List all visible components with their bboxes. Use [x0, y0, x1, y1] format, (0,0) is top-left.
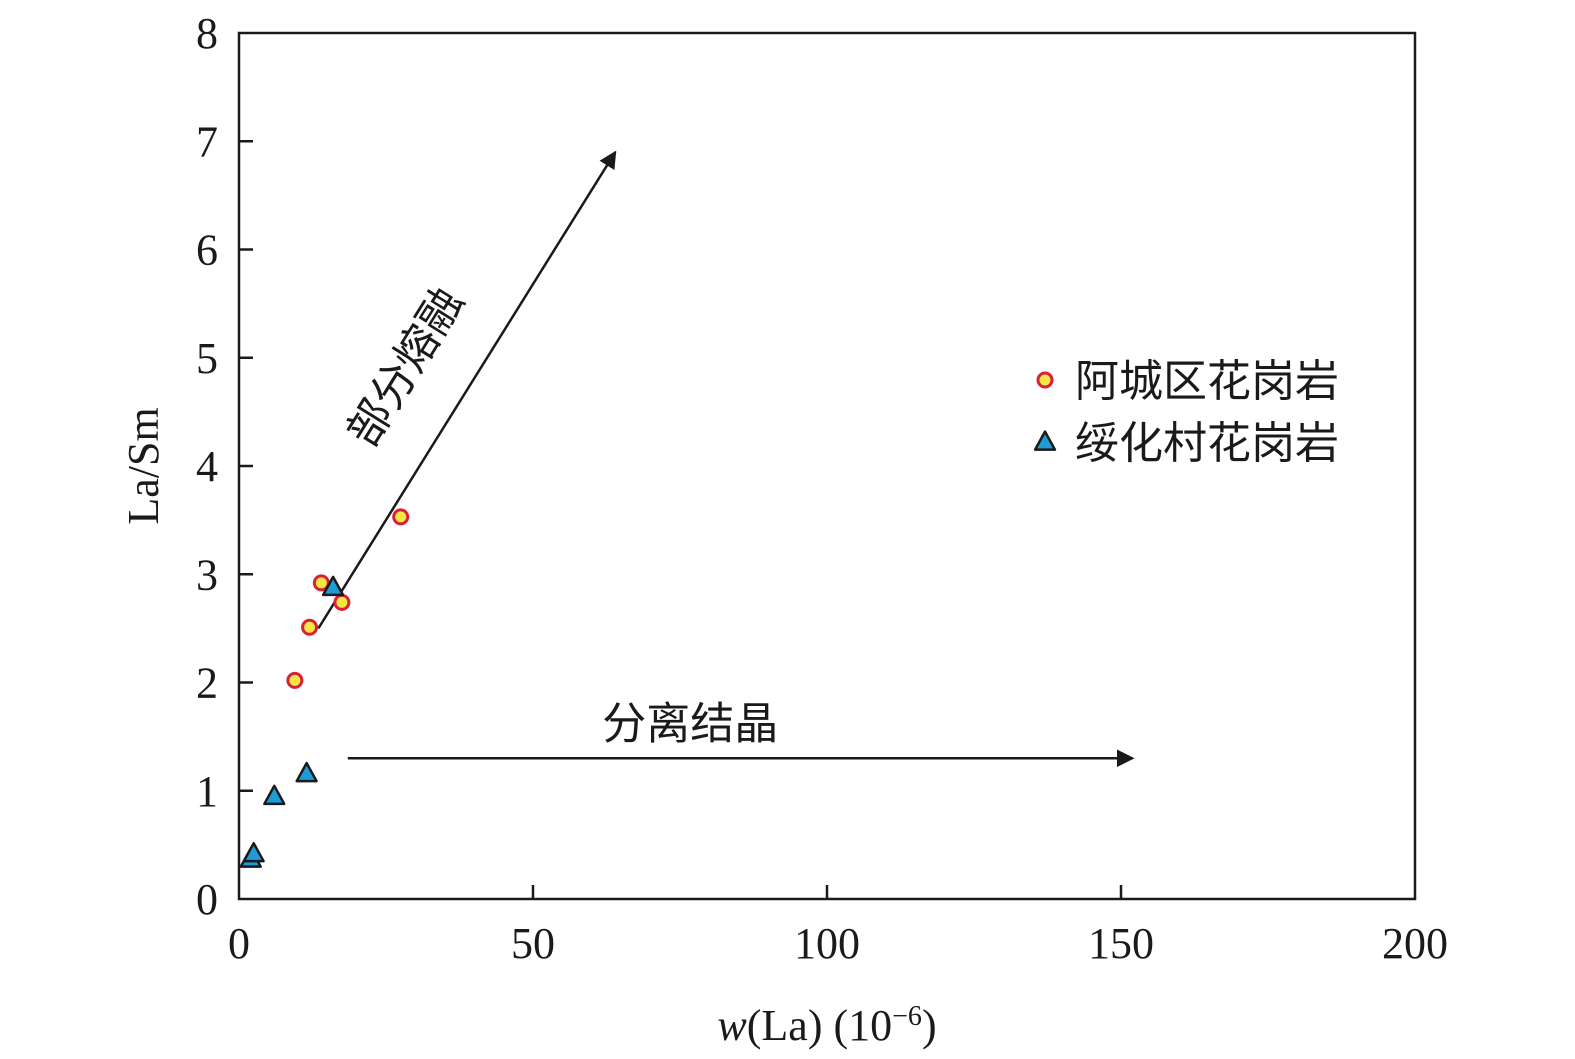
y-tick-label: 4	[196, 442, 218, 491]
data-point-acheng	[392, 508, 410, 526]
axis-ticks	[239, 140, 1123, 899]
y-tick-label: 1	[196, 767, 218, 816]
x-tick-label: 100	[794, 919, 860, 968]
y-tick-label: 5	[196, 334, 218, 383]
data-points	[239, 508, 410, 868]
data-point-acheng	[333, 593, 351, 611]
data-point-suihua	[295, 761, 318, 783]
x-tick-label: 0	[228, 919, 250, 968]
legend-label: 绥化村花岗岩	[1075, 418, 1339, 469]
y-axis-title: La/Sm	[119, 407, 168, 524]
x-axis-title-exponent: −6	[892, 1001, 922, 1032]
data-point-acheng	[286, 671, 304, 689]
y-tick-label: 7	[196, 117, 218, 166]
y-tick-label: 0	[196, 875, 218, 924]
data-point-suihua	[242, 841, 265, 863]
x-axis-title: w(La) (10−6)	[717, 1001, 936, 1051]
x-tick-label: 50	[511, 919, 555, 968]
x-tick-label: 200	[1382, 919, 1448, 968]
y-tick-label: 2	[196, 659, 218, 708]
x-axis-title-close: )	[922, 1001, 937, 1050]
y-tick-label: 3	[196, 550, 218, 599]
partial-melting-label: 部分熔融	[338, 279, 474, 455]
data-point-acheng	[301, 618, 319, 636]
legend-label: 阿城区花岗岩	[1075, 356, 1339, 407]
data-point-acheng	[312, 574, 330, 592]
y-tick-label: 8	[196, 9, 218, 58]
x-axis-title-body: (La) (10	[747, 1001, 892, 1050]
partial-melting-arrow	[317, 150, 617, 630]
y-tick-label: 6	[196, 226, 218, 275]
fractional-crystallization-label: 分离结晶	[602, 698, 778, 749]
x-tick-label: 150	[1088, 919, 1154, 968]
legend-marker-triangle	[1033, 430, 1057, 451]
legend-marker-circle	[1036, 371, 1054, 389]
data-point-suihua	[263, 784, 286, 806]
x-axis-title-prefix: w	[717, 1001, 747, 1050]
data-point-suihua	[321, 575, 345, 597]
axis-tick-labels: 0 50 100 150 200 0 1 2 3 4 5 6 7 8	[196, 9, 1448, 968]
